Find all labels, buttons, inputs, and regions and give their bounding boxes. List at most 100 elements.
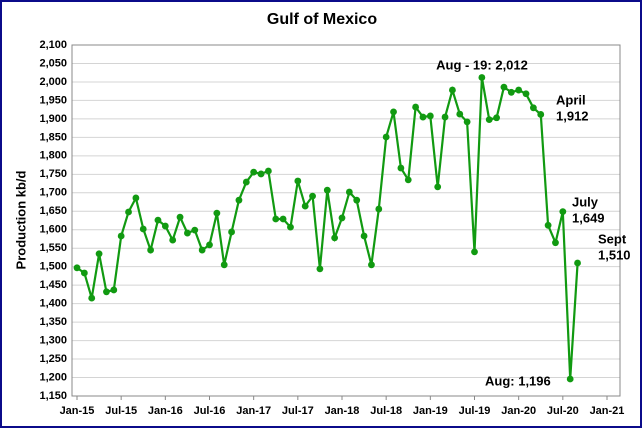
data-point xyxy=(264,167,272,175)
annotation: April xyxy=(556,92,586,107)
annotation: 1,912 xyxy=(556,108,589,123)
data-point xyxy=(125,208,132,216)
data-point xyxy=(139,225,147,233)
data-point xyxy=(434,183,442,191)
data-point xyxy=(323,186,331,194)
y-tick-label: 1,500 xyxy=(39,261,67,273)
data-point xyxy=(272,215,280,223)
data-point xyxy=(419,113,427,121)
y-tick-label: 1,650 xyxy=(39,205,67,217)
y-tick-label: 1,950 xyxy=(39,94,67,106)
y-tick-label: 1,850 xyxy=(39,131,67,143)
data-point xyxy=(463,118,471,126)
data-point xyxy=(375,205,383,213)
data-point xyxy=(552,239,559,247)
data-point xyxy=(309,192,316,200)
x-tick-label: Jan-20 xyxy=(501,405,536,417)
data-point xyxy=(242,178,250,186)
data-point xyxy=(103,288,110,296)
data-point xyxy=(287,223,294,231)
x-tick-label: Jul-17 xyxy=(282,405,314,417)
data-point xyxy=(566,375,574,383)
data-point xyxy=(331,234,339,242)
data-point xyxy=(426,112,434,120)
data-point xyxy=(478,74,486,81)
y-tick-label: 1,450 xyxy=(39,279,67,291)
y-tick-label: 2,050 xyxy=(39,57,67,69)
data-point xyxy=(147,246,155,254)
annotation: Aug: 1,196 xyxy=(485,373,551,388)
y-tick-label: 2,100 xyxy=(39,39,67,51)
data-point xyxy=(441,113,449,121)
data-point xyxy=(360,232,368,240)
data-point xyxy=(73,264,81,272)
data-point xyxy=(206,241,213,249)
x-tick-label: Jul-20 xyxy=(547,405,579,417)
data-point xyxy=(220,261,228,269)
y-tick-label: 1,750 xyxy=(39,168,67,180)
x-tick-label: Jan-21 xyxy=(590,405,625,417)
y-tick-label: 2,000 xyxy=(39,76,67,88)
data-point xyxy=(507,88,515,96)
data-point xyxy=(132,194,140,202)
data-point xyxy=(154,216,162,224)
data-point xyxy=(574,259,581,267)
y-tick-label: 1,200 xyxy=(39,371,67,383)
data-point xyxy=(485,116,493,124)
data-point xyxy=(449,86,456,94)
y-tick-label: 1,400 xyxy=(39,298,67,310)
data-point xyxy=(397,164,405,172)
data-point xyxy=(404,176,412,184)
data-point xyxy=(368,261,375,269)
data-point xyxy=(257,170,265,178)
y-tick-label: 1,800 xyxy=(39,150,67,162)
y-tick-label: 1,550 xyxy=(39,242,67,254)
x-tick-label: Jul-19 xyxy=(459,405,491,417)
data-point xyxy=(117,232,125,240)
annotation: 1,510 xyxy=(598,247,631,262)
annotation: 1,649 xyxy=(572,210,605,225)
data-point xyxy=(338,214,346,222)
data-point xyxy=(228,228,235,236)
data-point xyxy=(191,226,199,234)
data-point xyxy=(537,111,545,118)
data-point xyxy=(412,103,420,111)
data-point xyxy=(184,229,191,237)
data-point xyxy=(353,196,361,204)
annotation: Sept xyxy=(598,231,627,246)
y-tick-label: 1,600 xyxy=(39,224,67,236)
plot-frame xyxy=(71,44,621,397)
y-tick-label: 1,250 xyxy=(39,353,67,365)
data-point xyxy=(522,90,530,98)
data-point xyxy=(500,83,508,91)
x-tick-label: Jul-15 xyxy=(105,405,137,417)
data-point xyxy=(301,202,309,210)
data-point xyxy=(544,221,552,229)
x-tick-label: Jan-17 xyxy=(236,405,271,417)
data-point xyxy=(559,208,567,216)
chart-title: Gulf of Mexico xyxy=(267,11,377,28)
annotation: July xyxy=(572,194,599,209)
data-point xyxy=(213,209,221,217)
y-tick-label: 1,300 xyxy=(39,334,67,346)
y-tick-label: 1,700 xyxy=(39,187,67,199)
annotation: Aug - 19: 2,012 xyxy=(436,57,528,72)
x-tick-label: Jan-18 xyxy=(325,405,360,417)
data-point xyxy=(382,133,390,141)
data-point xyxy=(294,177,302,185)
data-point xyxy=(176,213,184,221)
y-tick-label: 1,900 xyxy=(39,113,67,125)
data-point xyxy=(316,265,324,273)
data-point xyxy=(390,108,397,116)
data-point xyxy=(250,168,258,176)
x-tick-label: Jan-19 xyxy=(413,405,448,417)
x-tick-label: Jan-16 xyxy=(148,405,183,417)
data-point xyxy=(110,286,118,294)
x-tick-label: Jan-15 xyxy=(60,405,95,417)
data-point xyxy=(493,114,500,122)
data-point xyxy=(515,86,523,94)
data-point xyxy=(279,215,287,223)
y-tick-label: 1,350 xyxy=(39,316,67,328)
